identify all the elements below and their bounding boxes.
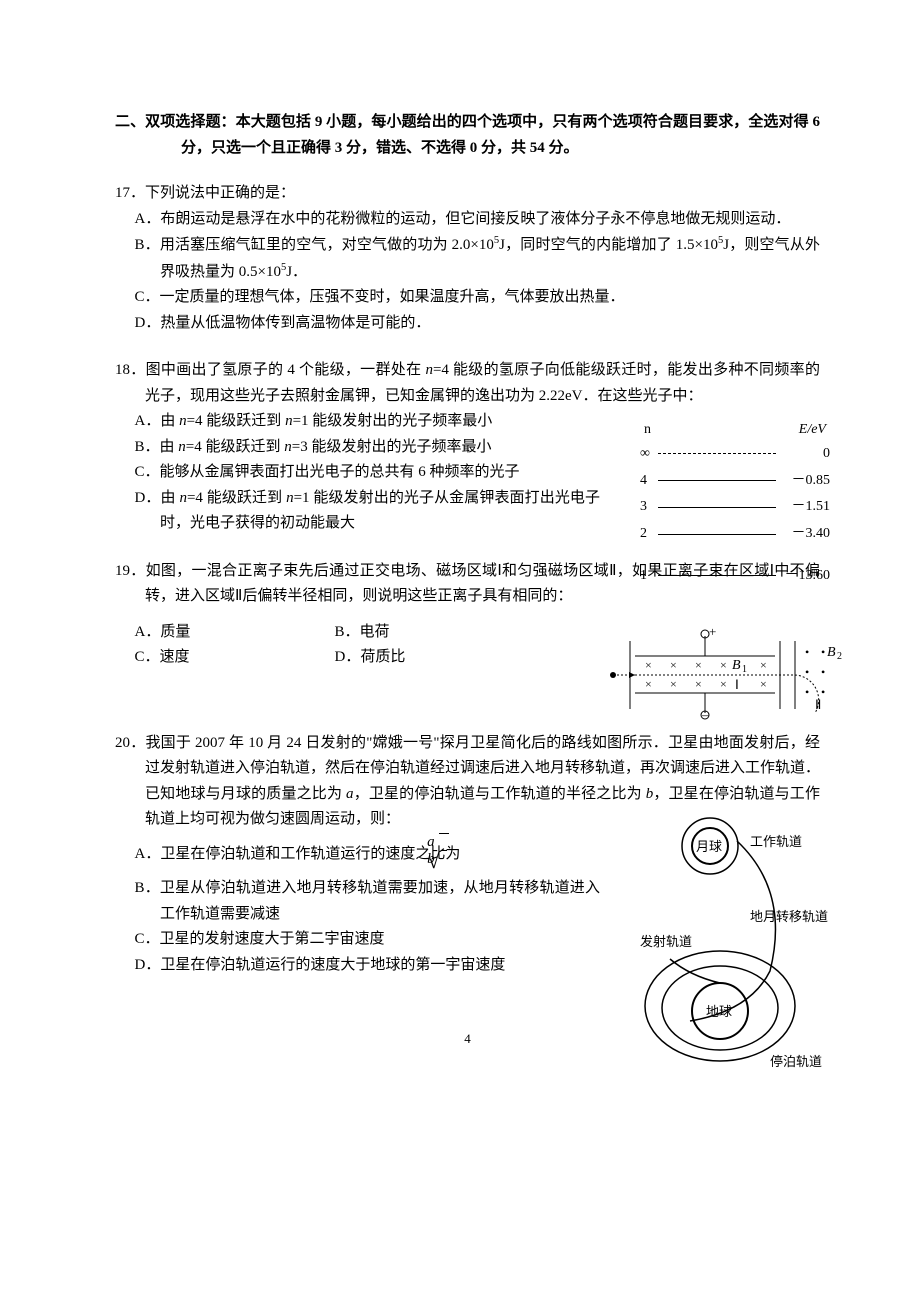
svg-text:×: × (760, 658, 767, 672)
t: n (179, 413, 187, 429)
lvl-4: 4 (640, 469, 654, 493)
q19-opt-b: B．电荷 (335, 620, 535, 646)
q19-opt-d: D．荷质比 (335, 645, 535, 671)
q17-opt-a: A．布朗运动是悬浮在水中的花粉微粒的运动，但它间接反映了液体分子永不停息地做无规… (135, 207, 821, 233)
orbit-diagram: 月球 地球 工作轨道 地月转移轨道 发射轨道 停泊轨道 (640, 811, 840, 1071)
q17-num: 17． (115, 185, 145, 201)
q17-opt-b: B．用活塞压缩气缸里的空气，对空气做的功为 2.0×105J，同时空气的内能增加… (135, 232, 821, 285)
q17-b-t2: J，同时空气的内能增加了 1.5×10 (499, 237, 718, 253)
lvl-e4: －0.85 (780, 469, 830, 493)
svg-text:•: • (821, 645, 825, 659)
e-label: E/eV (799, 418, 826, 442)
t: n (286, 490, 294, 506)
svg-text:月球: 月球 (696, 839, 722, 854)
frac-num: a (441, 834, 447, 852)
q17-stem-text: 下列说法中正确的是： (145, 185, 295, 201)
svg-text:•: • (805, 665, 809, 679)
svg-text:发射轨道: 发射轨道 (640, 934, 692, 949)
svg-text:停泊轨道: 停泊轨道 (770, 1054, 822, 1069)
lvl-e2: －3.40 (780, 522, 830, 546)
svg-text:×: × (695, 658, 702, 672)
svg-text:×: × (760, 677, 767, 691)
svg-text:×: × (720, 658, 727, 672)
q19-opt-c: C．速度 (135, 645, 335, 671)
q18-s-n: n (425, 362, 433, 378)
q17-opt-c: C．一定质量的理想气体，压强不变时，如果温度升高，气体要放出热量． (135, 285, 821, 311)
lvl-3: 3 (640, 495, 654, 519)
crossfield-diagram: ××××× ××××× •• •• •• + – B1 B2 Ⅰ Ⅱ (605, 621, 845, 721)
q17-stem: 17．下列说法中正确的是： (115, 181, 820, 207)
q19-opt-a: A．质量 (135, 620, 335, 646)
q17-b-t4: J． (286, 264, 307, 280)
svg-text:工作轨道: 工作轨道 (750, 834, 802, 849)
q20-a-text: A．卫星在停泊轨道和工作轨道运行的速度之比为 (135, 846, 461, 862)
svg-text:•: • (821, 685, 825, 699)
t: =4 能级跃迁到 (186, 439, 284, 455)
svg-text:Ⅱ: Ⅱ (815, 697, 821, 712)
t: B．由 (135, 439, 179, 455)
svg-text:+: + (709, 624, 716, 639)
q19-stem-text: 如图，一混合正离子束先后通过正交电场、磁场区域Ⅰ和匀强磁场区域Ⅱ，如果正离子束在… (145, 563, 820, 605)
q19-stem: 19．如图，一混合正离子束先后通过正交电场、磁场区域Ⅰ和匀强磁场区域Ⅱ，如果正离… (115, 559, 820, 610)
question-18: 18．图中画出了氢原子的 4 个能级，一群处在 n=4 能级的氢原子向低能级跃迁… (115, 358, 820, 537)
svg-text:–: – (701, 707, 709, 722)
q20-s2: ，卫星的停泊轨道与工作轨道的半径之比为 (354, 786, 646, 802)
svg-text:地球: 地球 (706, 1004, 732, 1019)
question-19: 19．如图，一混合正离子束先后通过正交电场、磁场区域Ⅰ和匀强磁场区域Ⅱ，如果正离… (115, 559, 820, 671)
svg-text:•: • (805, 685, 809, 699)
question-20: 20．我国于 2007 年 10 月 24 日发射的"嫦娥一号"探月卫星简化后的… (115, 731, 820, 979)
q18-num: 18． (115, 362, 146, 378)
section-header: 二、双项选择题：本大题包括 9 小题，每小题给出的四个选项中，只有两个选项符合题… (181, 110, 820, 161)
svg-text:2: 2 (837, 651, 842, 662)
q18-s1: 图中画出了氢原子的 4 个能级，一群处在 (146, 362, 426, 378)
q20-a: a (346, 786, 354, 802)
t: A．由 (135, 413, 180, 429)
q17-b-t1: B．用活塞压缩气缸里的空气，对空气做的功为 2.0×10 (135, 237, 494, 253)
svg-text:×: × (720, 677, 727, 691)
lvl-line (658, 453, 776, 454)
lvl-inf: ∞ (640, 442, 654, 466)
q20-num: 20． (115, 735, 145, 751)
svg-text:×: × (695, 677, 702, 691)
n-label: n (644, 418, 651, 442)
q17-opt-d: D．热量从低温物体传到高温物体是可能的． (135, 311, 821, 337)
question-17: 17．下列说法中正确的是： A．布朗运动是悬浮在水中的花粉微粒的运动，但它间接反… (115, 181, 820, 336)
svg-text:1: 1 (742, 664, 747, 675)
t: n (284, 439, 292, 455)
t: =4 能级跃迁到 (187, 413, 285, 429)
lvl-2: 2 (640, 522, 654, 546)
lvl-e3: －1.51 (780, 495, 830, 519)
lvl-e0: 0 (780, 442, 830, 466)
lvl-line (658, 534, 776, 535)
q18-stem: 18．图中画出了氢原子的 4 个能级，一群处在 n=4 能级的氢原子向低能级跃迁… (115, 358, 820, 409)
lvl-line (658, 480, 776, 481)
svg-text:地月转移轨道: 地月转移轨道 (750, 909, 828, 924)
svg-text:Ⅰ: Ⅰ (735, 677, 739, 692)
svg-text:×: × (670, 677, 677, 691)
lvl-line (658, 507, 776, 508)
t: =4 能级跃迁到 (187, 490, 286, 506)
t: n (179, 490, 187, 506)
t: n (285, 413, 293, 429)
t: n (178, 439, 186, 455)
t: =3 能级发射出的光子频率最小 (292, 439, 492, 455)
svg-text:×: × (645, 677, 652, 691)
frac-den: b (441, 851, 447, 868)
svg-text:•: • (821, 665, 825, 679)
t: =1 能级发射出的光子频率最小 (293, 413, 493, 429)
q19-num: 19． (115, 563, 146, 579)
svg-text:•: • (805, 645, 809, 659)
svg-text:B: B (827, 645, 836, 660)
svg-text:×: × (670, 658, 677, 672)
svg-text:×: × (645, 658, 652, 672)
svg-text:B: B (732, 658, 741, 673)
t: D．由 (135, 490, 180, 506)
